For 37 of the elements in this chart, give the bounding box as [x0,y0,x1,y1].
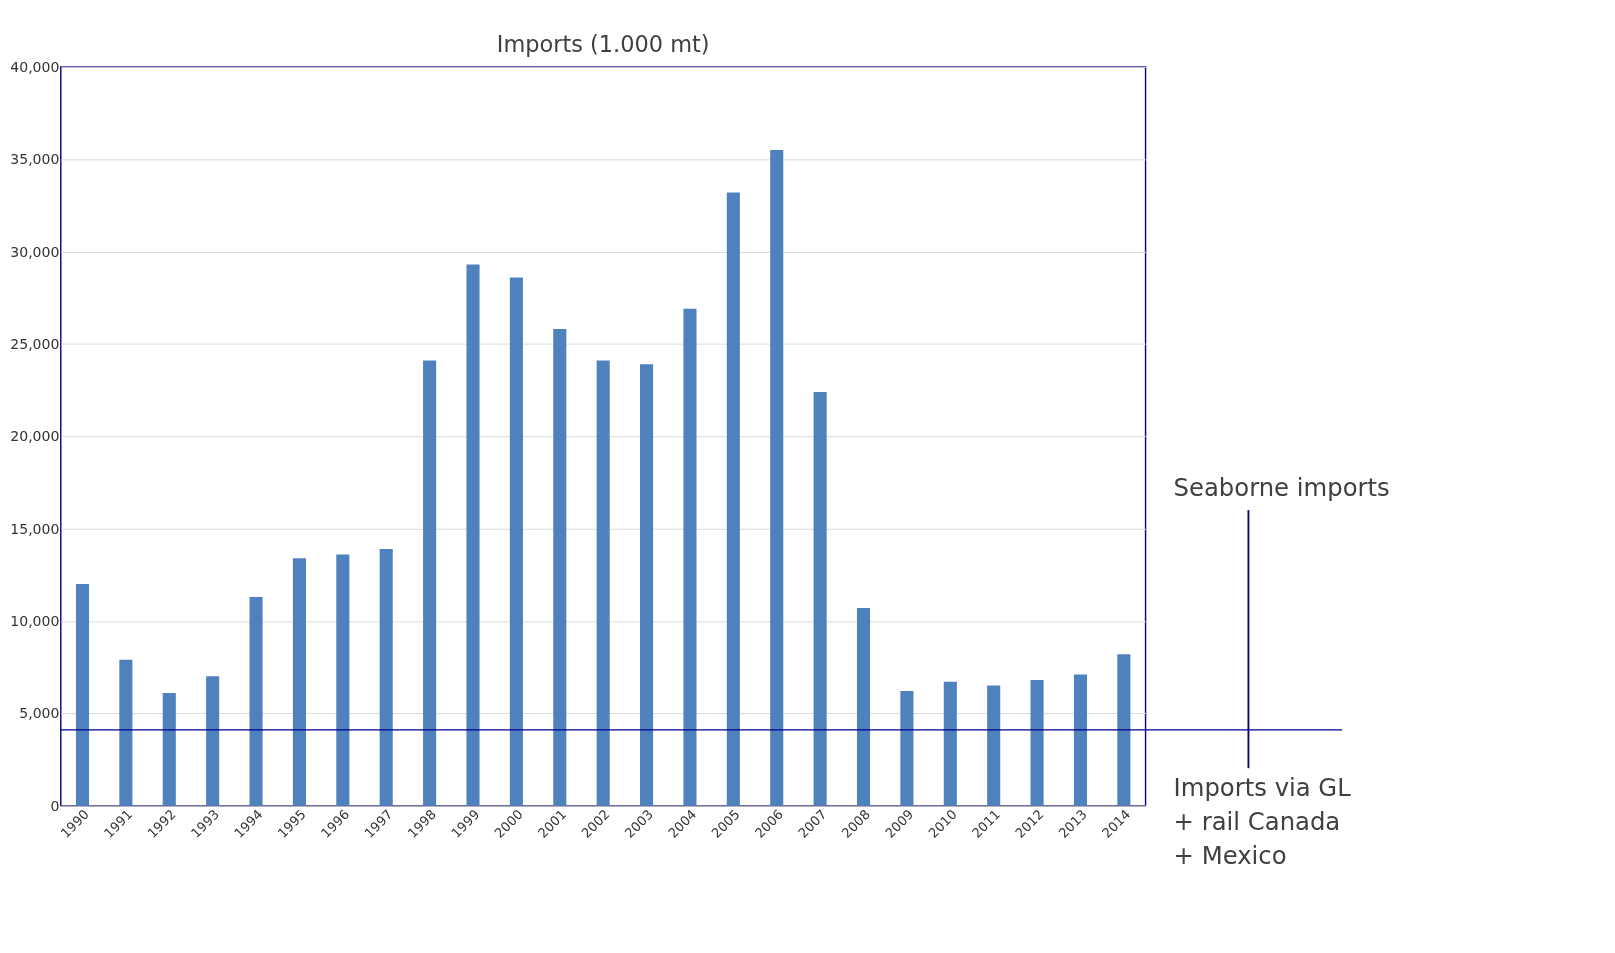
text: Seaborne imports [1173,473,1390,503]
y-tick-label: 10,000 [10,613,60,630]
bar [1030,680,1044,806]
bar [596,360,610,806]
y-tick-label: 0 [50,797,60,814]
bar [1117,654,1131,806]
text: Imports via GL + rail Canada + Mexico [1173,773,1352,870]
y-tick-label: 15,000 [10,520,60,537]
bar [162,692,176,806]
y-tick-label: 30,000 [10,243,60,260]
y-tick-label: 35,000 [10,151,60,168]
bar [900,691,914,806]
y-tick-label: 25,000 [10,336,60,353]
y-tick-label: 20,000 [10,428,60,445]
bar [423,360,437,806]
bar [1073,674,1088,806]
chart-title: Imports (1.000 mt) [496,30,710,57]
y-tick-label: 5,000 [19,705,60,722]
bar [943,681,957,806]
bar [770,149,784,806]
bar [553,329,567,806]
bar [640,364,654,806]
bar [987,685,1001,806]
bar [206,676,220,806]
bar [292,558,306,806]
bar [379,548,393,806]
bar [726,192,740,806]
bar [466,264,480,806]
bar [336,554,350,806]
bar [856,608,871,806]
bar [509,277,523,806]
y-tick-label: 40,000 [10,58,60,75]
bar [249,596,263,806]
bar [75,583,90,806]
bar [813,391,827,806]
bar [119,659,133,806]
bar [683,308,697,806]
